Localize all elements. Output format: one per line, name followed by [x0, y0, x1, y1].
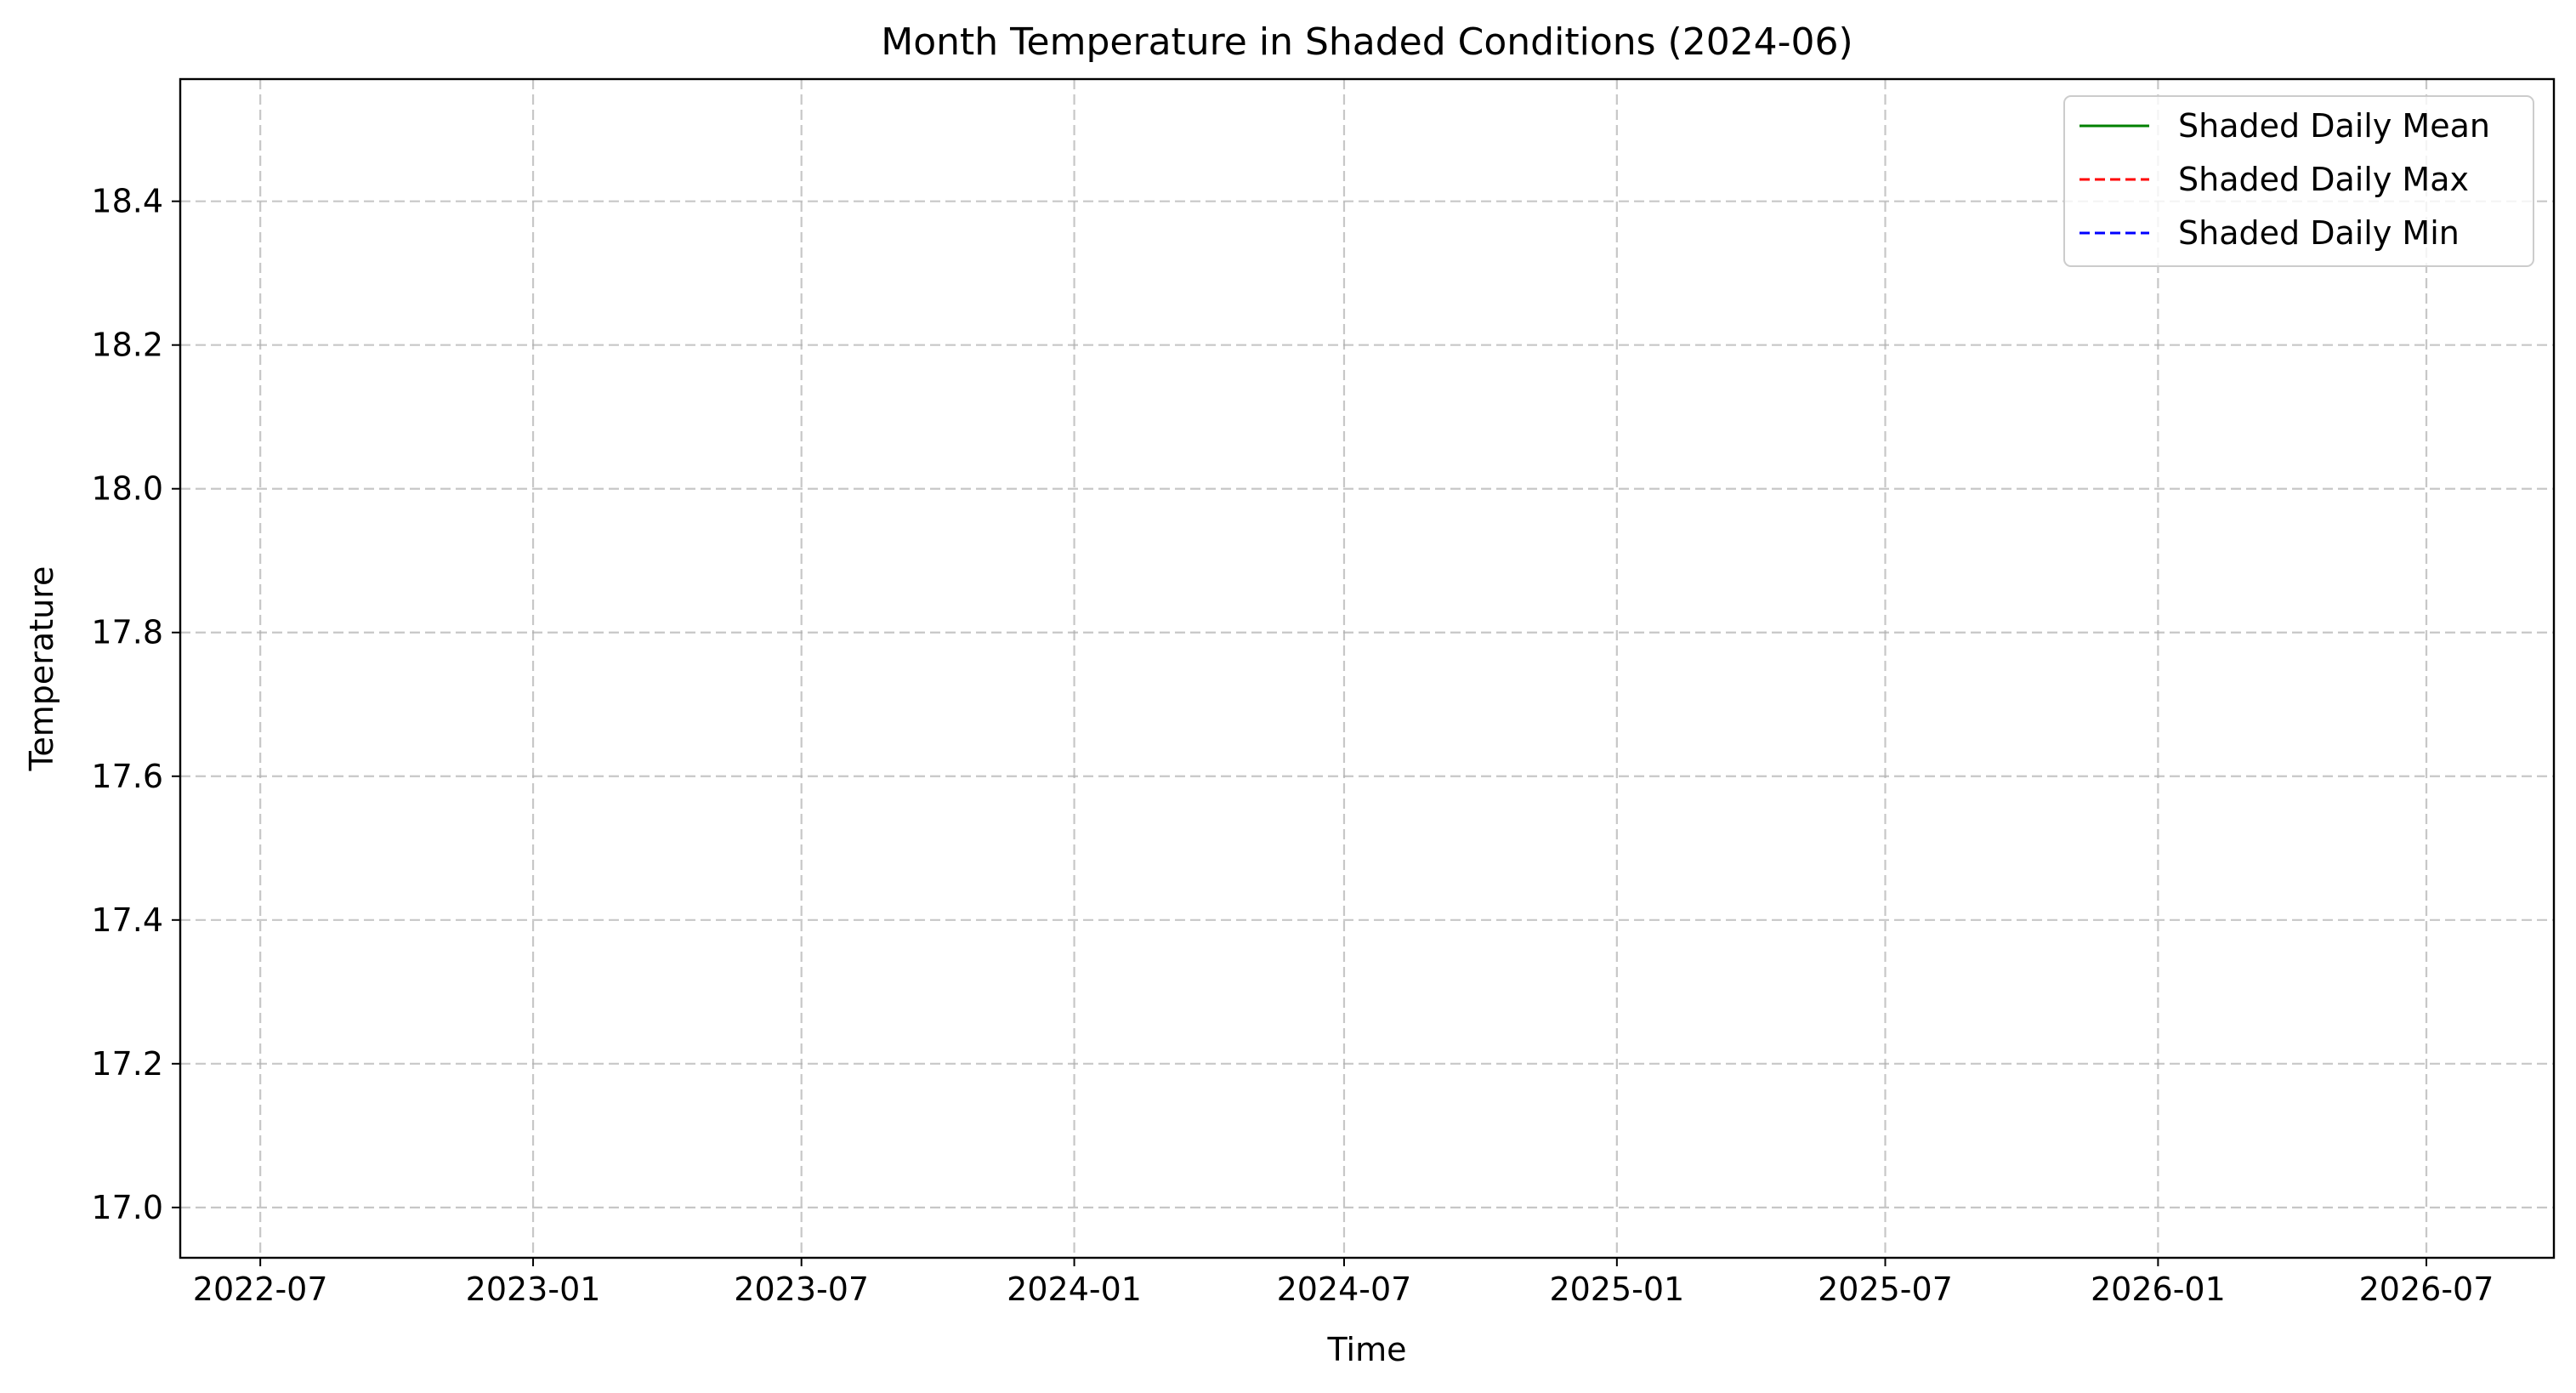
x-axis-label: Time: [1327, 1331, 1407, 1368]
y-axis-label: Temperature: [23, 566, 60, 772]
x-tick-label: 2026-01: [2091, 1271, 2226, 1308]
x-tick-label: 2026-07: [2359, 1271, 2494, 1308]
legend-frame: [2063, 95, 2534, 267]
y-tick-label: 17.8: [91, 614, 163, 651]
legend-entry-label: Shaded Daily Max: [2178, 161, 2469, 198]
legend-entry-label: Shaded Daily Min: [2178, 214, 2460, 252]
y-tick-label: 18.2: [91, 327, 163, 364]
legend-entry-label: Shaded Daily Mean: [2178, 107, 2490, 145]
x-tick-label: 2025-07: [1818, 1271, 1953, 1308]
x-tick-label: 2023-07: [734, 1271, 869, 1308]
x-tick-label: 2024-01: [1007, 1271, 1142, 1308]
x-tick-label: 2023-01: [466, 1271, 601, 1308]
y-tick-label: 17.0: [91, 1189, 163, 1226]
y-tick-label: 17.4: [91, 901, 163, 939]
chart-title: Month Temperature in Shaded Conditions (…: [881, 20, 1853, 64]
x-tick-label: 2025-01: [1549, 1271, 1684, 1308]
legend: Shaded Daily Mean Shaded Daily Max Shaded …: [2063, 95, 2534, 267]
x-tick-label: 2022-07: [193, 1271, 328, 1308]
grid: [180, 79, 2554, 1258]
y-tick-label: 18.0: [91, 470, 163, 508]
x-tick-label: 2024-07: [1277, 1271, 1412, 1308]
y-tick-label: 17.6: [91, 758, 163, 795]
y-tick-label: 17.2: [91, 1045, 163, 1083]
x-axis: 2022-07 2023-01 2023-07 2024-01 2024-07 2025-…: [193, 1258, 2494, 1308]
y-tick-label: 18.4: [91, 183, 163, 220]
y-axis: 17.0 17.2 17.4 17.6 17.8 18.0 18.2 18.4: [91, 183, 180, 1226]
plot-area-frame: [179, 77, 2556, 1259]
